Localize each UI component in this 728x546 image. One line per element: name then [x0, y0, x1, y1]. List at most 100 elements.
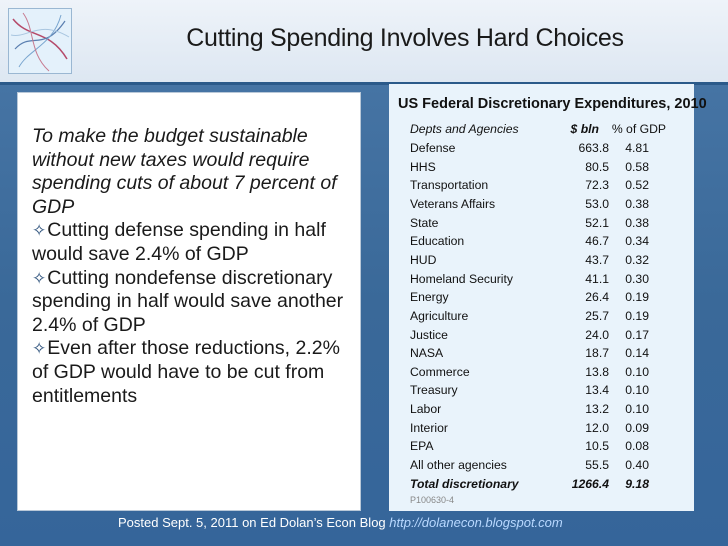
dept-name: EPA: [410, 439, 434, 454]
dept-gdp: 0.08: [625, 439, 649, 454]
dept-bln: 13.4: [585, 383, 609, 398]
bullet-item: ✧Even after those reductions, 2.2% of GD…: [32, 337, 358, 408]
dept-name: All other agencies: [410, 458, 507, 473]
dept-gdp: 0.52: [625, 178, 649, 193]
dept-gdp: 4.81: [625, 141, 649, 155]
dept-bln: 55.5: [585, 458, 609, 473]
text-block: To make the budget sustainable without n…: [32, 125, 358, 408]
dept-bln: 46.7: [585, 234, 609, 249]
dept-bln: 53.0: [585, 196, 609, 211]
table-row: Transportation 72.3 0.52: [389, 178, 694, 197]
bullet-item: ✧Cutting nondefense discretionary spendi…: [32, 267, 358, 338]
header-bln: $ bln: [570, 122, 599, 136]
dept-bln: 18.7: [585, 346, 609, 361]
table-row: Agriculture 25.7 0.19: [389, 309, 694, 328]
total-label: Total discretionary: [410, 477, 519, 491]
footer-text: Posted Sept. 5, 2011 on Ed Dolan’s Econ …: [118, 515, 386, 530]
header-dept: Depts and Agencies: [410, 122, 519, 136]
dept-gdp: 0.32: [625, 252, 649, 267]
dept-bln: 13.8: [585, 364, 609, 379]
star-bullet-icon: ✧: [32, 221, 47, 241]
header-gdp: % of GDP: [611, 122, 666, 136]
dept-name: Treasury: [410, 383, 458, 398]
table-row: Commerce 13.8 0.10: [389, 365, 694, 384]
dept-name: Interior: [410, 420, 448, 435]
dept-gdp: 0.38: [625, 215, 649, 230]
table-row: NASA 18.7 0.14: [389, 346, 694, 365]
dept-bln: 663.8: [578, 141, 610, 155]
dept-bln: 13.2: [585, 402, 609, 417]
dept-name: Energy: [410, 290, 449, 305]
table-row: HHS 80.5 0.58: [389, 160, 694, 179]
table-row: Education 46.7 0.34: [389, 234, 694, 253]
table-row: HUD 43.7 0.32: [389, 253, 694, 272]
dept-bln: 41.1: [585, 271, 609, 286]
dept-name: NASA: [410, 346, 444, 361]
table-row: Defense 663.8 4.81: [389, 141, 694, 160]
table-code: P100630-4: [410, 495, 455, 505]
dept-name: Veterans Affairs: [410, 196, 496, 211]
intro-text: To make the budget sustainable without n…: [32, 125, 337, 218]
dept-gdp: 0.19: [625, 308, 649, 323]
star-bullet-icon: ✧: [32, 339, 47, 359]
bullet-text: Cutting defense spending in half would s…: [32, 219, 326, 265]
dept-bln: 24.0: [585, 327, 609, 342]
text-panel: To make the budget sustainable without n…: [17, 92, 361, 511]
dept-gdp: 0.38: [625, 196, 649, 211]
dept-name: Transportation: [410, 178, 489, 193]
dept-name: Education: [410, 234, 465, 249]
dept-bln: 10.5: [585, 439, 609, 454]
dept-gdp: 0.09: [625, 420, 649, 435]
dept-name: HHS: [410, 159, 436, 174]
bullet-item: ✧Cutting defense spending in half would …: [32, 219, 358, 266]
table-row: Veterans Affairs 53.0 0.38: [389, 197, 694, 216]
dept-name: Justice: [410, 327, 448, 342]
dept-bln: 25.7: [585, 308, 609, 323]
table-row: Treasury 13.4 0.10: [389, 383, 694, 402]
dept-gdp: 0.40: [625, 458, 649, 473]
logo-image: [8, 8, 72, 74]
dept-name: Commerce: [410, 364, 470, 379]
dept-name: Homeland Security: [410, 271, 513, 286]
dept-bln: 12.0: [585, 420, 609, 435]
dept-bln: 43.7: [585, 252, 609, 267]
dept-bln: 26.4: [585, 290, 609, 305]
table-row: All other agencies 55.5 0.40: [389, 458, 694, 477]
table-title: US Federal Discretionary Expenditures, 2…: [398, 96, 707, 112]
expenditure-table: US Federal Discretionary Expenditures, 2…: [389, 84, 707, 511]
total-gdp: 9.18: [625, 477, 649, 491]
title-bar: Cutting Spending Involves Hard Choices: [0, 0, 728, 85]
table-total-row: Total discretionary 1266.4 9.18: [389, 477, 694, 496]
page-title: Cutting Spending Involves Hard Choices: [186, 24, 624, 52]
dept-name: Defense: [410, 141, 456, 155]
dept-name: HUD: [410, 252, 437, 267]
table-row: Interior 12.0 0.09: [389, 421, 694, 440]
star-bullet-icon: ✧: [32, 268, 47, 288]
dept-gdp: 0.10: [625, 402, 649, 417]
logo-graphic-icon: [9, 9, 71, 73]
dept-bln: 52.1: [585, 215, 609, 230]
dept-bln: 72.3: [585, 178, 609, 193]
dept-gdp: 0.10: [625, 364, 649, 379]
dept-name: Labor: [410, 402, 442, 417]
table-row: Justice 24.0 0.17: [389, 328, 694, 347]
table-header-row: Depts and Agencies $ bln % of GDP: [389, 122, 694, 141]
dept-name: Agriculture: [410, 308, 469, 323]
total-bln: 1266.4: [571, 477, 609, 491]
table-row: Homeland Security 41.1 0.30: [389, 272, 694, 291]
bullet-text: Even after those reductions, 2.2% of GDP…: [32, 337, 340, 407]
dept-gdp: 0.14: [625, 346, 649, 361]
table-row: State 52.1 0.38: [389, 216, 694, 235]
table-row: Labor 13.2 0.10: [389, 402, 694, 421]
bullet-text: Cutting nondefense discretionary spendin…: [32, 266, 344, 336]
dept-name: State: [410, 215, 439, 230]
dept-bln: 80.5: [585, 159, 609, 174]
dept-gdp: 0.17: [625, 327, 649, 342]
footer: Posted Sept. 5, 2011 on Ed Dolan’s Econ …: [118, 515, 563, 530]
table-row: EPA 10.5 0.08: [389, 439, 694, 458]
table-row: Energy 26.4 0.19: [389, 290, 694, 309]
footer-link[interactable]: http://dolanecon.blogspot.com: [389, 515, 563, 530]
dept-gdp: 0.58: [625, 159, 649, 174]
dept-gdp: 0.34: [625, 234, 649, 249]
dept-gdp: 0.19: [625, 290, 649, 305]
